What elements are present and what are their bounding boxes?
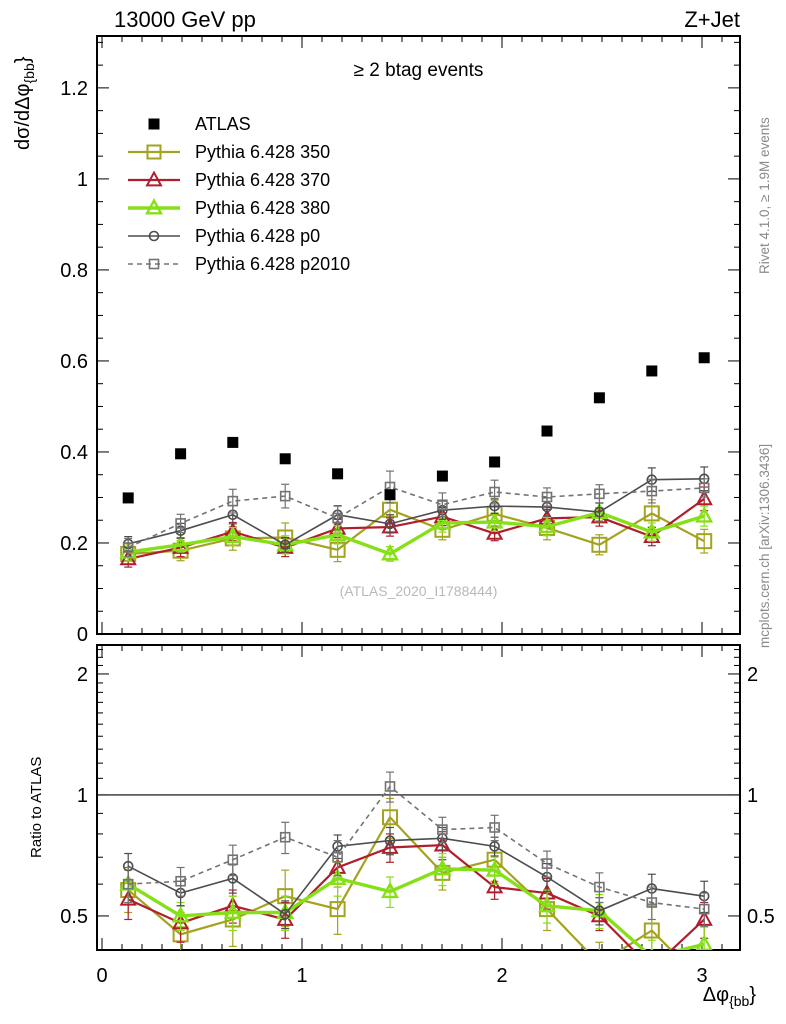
legend-label: ATLAS [195,113,251,134]
legend-label: Pythia 6.428 370 [195,169,331,190]
svg-text:2: 2 [496,965,507,987]
svg-text:0.2: 0.2 [60,533,88,555]
legend-marker-pythia-380 [128,198,180,215]
legend-marker-pythia-370 [128,170,180,187]
legend-item: Pythia 6.428 350 [126,138,350,166]
svg-text:1: 1 [747,785,758,807]
process-label: Z+Jet [684,7,740,32]
svg-text:3: 3 [696,965,707,987]
svg-text:2: 2 [747,664,758,686]
svg-text:0: 0 [77,624,88,646]
legend-marker-pythia-p2010 [128,258,180,270]
legend-item: Pythia 6.428 380 [126,194,350,222]
svg-text:1: 1 [77,785,88,807]
beam-energy-label: 13000 GeV pp [114,7,256,32]
svg-text:0.4: 0.4 [60,442,88,464]
legend-marker-pythia-p0 [128,230,180,242]
legend-label: Pythia 6.428 350 [195,141,331,162]
svg-text:0: 0 [96,965,107,987]
svg-text:0.5: 0.5 [747,906,775,928]
rivet-version-note: Rivet 4.1.0, ≥ 1.9M events [757,117,772,274]
legend-label: Pythia 6.428 p0 [195,225,321,246]
y-axis-label-main: dσ/dΔφ{bb} [12,56,37,150]
legend-item: Pythia 6.428 p0 [126,222,350,250]
y-axis-label-ratio: Ratio to ATLAS [28,756,45,858]
analysis-id-watermark: (ATLAS_2020_I1788444) [339,583,498,599]
svg-text:0.5: 0.5 [60,906,88,928]
legend-label: Pythia 6.428 380 [195,197,331,218]
mcplots-reference-note: mcplots.cern.ch [arXiv:1306.3436] [757,443,772,648]
svg-text:1: 1 [77,169,88,191]
legend-item: ATLAS [126,110,350,138]
legend-item: Pythia 6.428 p2010 [126,250,350,278]
legend-marker-pythia-350 [128,144,180,160]
svg-text:2: 2 [77,664,88,686]
legend-marker-atlas [148,118,160,130]
svg-text:1.2: 1.2 [60,78,88,100]
legend: ATLAS Pythia 6.428 350 Pythia 6.428 370 … [126,110,350,278]
legend-label: Pythia 6.428 p2010 [195,253,351,274]
svg-text:0.6: 0.6 [60,351,88,373]
legend-item: Pythia 6.428 370 [126,166,350,194]
svg-text:1: 1 [296,965,307,987]
svg-text:0.8: 0.8 [60,260,88,282]
x-axis-label: Δφ{bb} [702,984,756,1009]
plot-title: ≥ 2 btag events [353,60,484,81]
